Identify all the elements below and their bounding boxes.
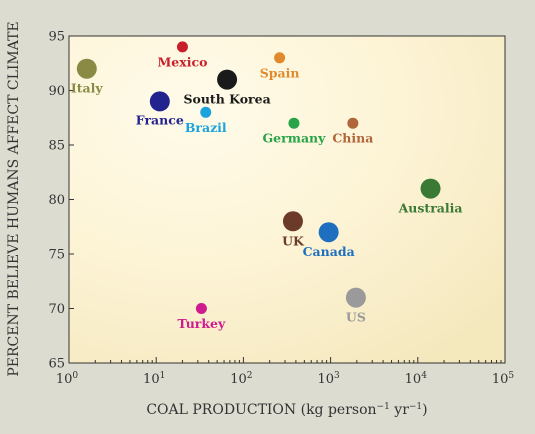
x-axis-title-prefix: COAL PRODUCTION (kg person (146, 402, 376, 418)
label-uk: UK (282, 233, 305, 248)
y-tick-label: 80 (48, 193, 65, 208)
point-south-korea (217, 69, 238, 90)
label-germany: Germany (263, 131, 327, 146)
point-australia (420, 178, 441, 199)
x-axis-title-exponent-2: −1 (409, 402, 422, 412)
label-south-korea: South Korea (183, 92, 270, 107)
point-france (149, 91, 170, 112)
label-australia: Australia (398, 201, 463, 216)
point-us (345, 287, 366, 308)
point-spain (274, 52, 286, 64)
x-tick-label: 102 (230, 371, 252, 387)
x-tick-label: 105 (492, 371, 515, 387)
y-axis-title: PERCENT BELIEVE HUMANS AFFECT CLIMATE (6, 21, 22, 376)
point-turkey (195, 303, 207, 314)
label-brazil: Brazil (185, 120, 227, 135)
x-tick-label: 103 (317, 371, 340, 387)
x-axis-title: COAL PRODUCTION (kg person−1 yr−1) (146, 402, 427, 418)
label-canada: Canada (303, 244, 355, 259)
y-tick-label: 85 (48, 139, 65, 154)
y-tick-label: 95 (48, 30, 65, 45)
point-uk (282, 211, 303, 232)
point-germany (288, 117, 300, 129)
x-axis-title-exponent-1: −1 (377, 402, 390, 412)
x-tick-label: 104 (405, 371, 428, 387)
label-china: China (332, 131, 373, 146)
label-spain: Spain (260, 65, 300, 80)
plot-frame (68, 35, 506, 364)
label-turkey: Turkey (178, 316, 226, 331)
point-mexico (176, 41, 188, 53)
point-italy (76, 58, 97, 79)
label-us: US (346, 310, 366, 325)
y-tick-label: 90 (48, 84, 65, 99)
label-italy: Italy (71, 81, 103, 96)
x-axis-title-suffix: ) (422, 402, 427, 418)
label-mexico: Mexico (157, 54, 207, 69)
label-france: France (136, 112, 184, 127)
plot-area (69, 36, 505, 363)
x-axis-title-mid: yr (390, 402, 409, 418)
y-tick-label: 70 (48, 302, 65, 317)
point-china (347, 117, 359, 129)
y-tick-label: 65 (48, 357, 65, 372)
point-brazil (200, 106, 212, 118)
x-tick-label: 101 (143, 371, 165, 387)
data-points: Italy Mexico France Brazil South Korea Spain G… (71, 41, 463, 331)
y-tick-label: 75 (48, 248, 65, 263)
x-tick-label: 100 (56, 371, 79, 387)
point-canada (318, 222, 339, 243)
